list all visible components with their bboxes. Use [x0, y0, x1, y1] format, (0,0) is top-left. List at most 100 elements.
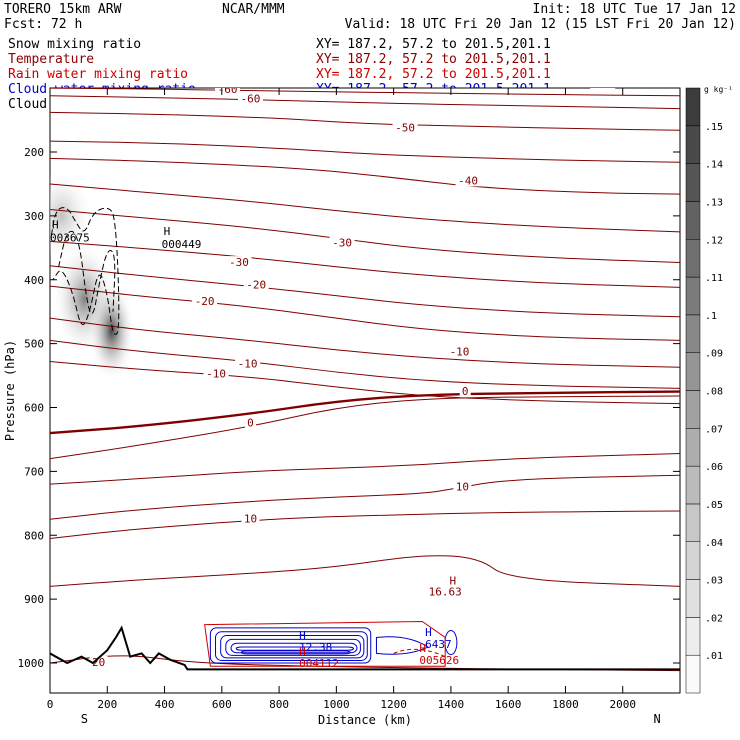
contour-label-bg [453, 480, 472, 493]
x-tick-label: 1600 [495, 698, 522, 711]
x-tick-label: 1200 [380, 698, 407, 711]
x-tick-label: 200 [97, 698, 117, 711]
contour-label-bg [329, 236, 355, 249]
x-end-left: S [81, 712, 88, 726]
y-tick-label: 600 [24, 402, 44, 415]
temperature-contour [50, 317, 680, 368]
temperature-contour [50, 95, 680, 110]
cloud-water-contour [240, 650, 351, 655]
cloud-ice-value: 003675 [50, 232, 90, 245]
contour-label-bg [425, 585, 465, 598]
temperature-contour [50, 474, 680, 520]
temperature-label: -30 [229, 256, 249, 269]
temperature-label: -70 [593, 77, 613, 90]
temperature-contour [50, 265, 680, 318]
colorbar-tick-label: .01 [705, 651, 723, 662]
temperature-contour [50, 208, 680, 264]
temperature-contour [50, 88, 680, 97]
x-tick-label: 0 [47, 698, 54, 711]
x-tick-label: 600 [212, 698, 232, 711]
contour-label-bg [226, 256, 252, 269]
contour-label-bg [447, 345, 472, 358]
rain-contour [393, 648, 446, 658]
forecast-hour: Fcst: 72 h [4, 17, 82, 32]
cloud-water-contour [230, 642, 358, 654]
cloud-water-high: H [299, 629, 306, 642]
colorbar-box [685, 352, 701, 391]
contour-label-bg [392, 121, 418, 134]
colorbar-tick-label: .08 [705, 387, 723, 398]
temperature-label: -40 [458, 174, 478, 187]
colorbar-tick-label: .12 [705, 235, 723, 246]
terrain-line [50, 625, 680, 671]
temperature-high: H [449, 575, 456, 588]
colorbar-unit: g kg⁻¹ [704, 85, 733, 94]
colorbar-box [685, 654, 701, 694]
y-tick-label: 300 [24, 210, 44, 223]
x-end-right: N [653, 712, 660, 726]
contour-label-bg [215, 88, 241, 96]
temperature-label: 20 [92, 656, 105, 669]
contour-label-bg [244, 416, 256, 429]
x-tick-label: 1000 [323, 698, 350, 711]
temperature-contour [50, 452, 680, 485]
field-name: Temperature [8, 52, 94, 67]
temperature-contour [50, 510, 680, 539]
colorbar-box [685, 125, 701, 164]
temperature-label: -20 [246, 278, 266, 291]
rain-value: 004112 [299, 657, 339, 670]
x-axis-label: Distance (km) [318, 713, 412, 727]
colorbar-box [685, 541, 701, 580]
valid-time: Valid: 18 UTC Fri 20 Jan 12 (15 LST Fri … [345, 17, 736, 32]
colorbar-box [685, 87, 701, 127]
colorbar-tick-label: .14 [705, 160, 723, 171]
cloud-ice-contour [50, 207, 120, 335]
colorbar-box [685, 163, 701, 202]
cloud-water-high: H [425, 626, 432, 639]
x-tick-label: 800 [269, 698, 289, 711]
temperature-contour [50, 111, 680, 131]
colorbar-tick-label: .05 [705, 500, 723, 511]
y-tick-label: 500 [24, 338, 44, 351]
temperature-contour [50, 555, 680, 587]
field-name: Snow mixing ratio [8, 37, 141, 52]
y-tick-label: 700 [24, 465, 44, 478]
field-xy: XY= 187.2, 57.2 to 201.5,201.1 [316, 67, 551, 82]
colorbar-tick-label: .04 [705, 538, 723, 549]
colorbar-box [685, 201, 701, 240]
colorbar: .01 .02 .03 .04 .05 .06 .07 .08 .09 .1 .11 .12 .13 .1… [685, 85, 733, 694]
contour-label-bg [590, 88, 616, 89]
y-axis-label: Pressure (hPa) [3, 340, 17, 441]
y-tick-label: 800 [24, 529, 44, 542]
colorbar-tick-label: .1 [705, 311, 717, 322]
cloud-ice-high: H [52, 219, 59, 232]
temperature-contour [50, 240, 680, 288]
terrain-profile [50, 625, 680, 671]
rain-high: H [299, 645, 306, 658]
cloud-water-contour [375, 636, 430, 655]
colorbar-tick-label: .07 [705, 424, 723, 435]
cloud-water-contour [235, 646, 355, 651]
field-xy: XY= 187.2, 57.2 to 201.5,201.1 [316, 52, 551, 67]
colorbar-tick-label: .02 [705, 613, 723, 624]
contour-label-bg [459, 385, 471, 398]
temperature-label: -10 [238, 358, 258, 371]
temperature-contour [50, 390, 680, 435]
x-tick-label: 2000 [609, 698, 636, 711]
cloud-water-value: 6437 [425, 638, 452, 651]
cloud-water-contour [215, 631, 368, 661]
x-tick-label: 1400 [438, 698, 465, 711]
colorbar-box [685, 617, 701, 656]
colorbar-tick-label: .11 [705, 273, 723, 284]
temperature-contour [50, 183, 680, 233]
x-tick-label: 400 [155, 698, 175, 711]
temperature-label: -30 [332, 236, 352, 249]
colorbar-tick-label: .15 [705, 122, 723, 133]
temperature-contour [50, 140, 680, 163]
colorbar-tick-label: .09 [705, 349, 723, 360]
temperature-label: 0 [247, 416, 254, 429]
cloud-ice-value: 000449 [162, 238, 202, 251]
contour-label-bg [455, 174, 481, 187]
